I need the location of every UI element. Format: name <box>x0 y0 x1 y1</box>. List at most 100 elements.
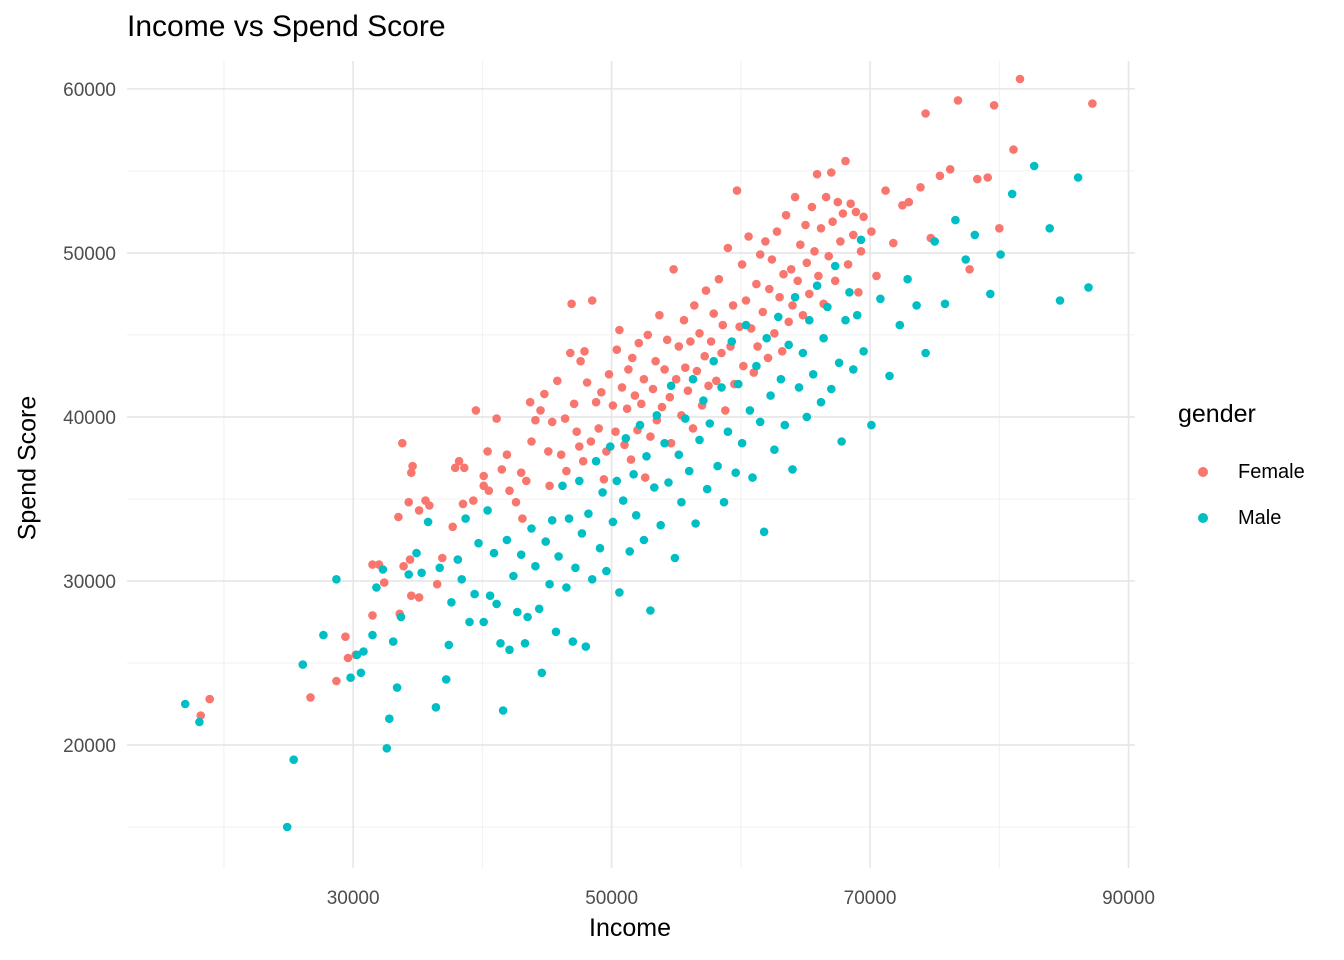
point-female <box>737 260 747 269</box>
y-axis-label: Spend Score <box>13 395 42 541</box>
point-male <box>562 583 571 592</box>
point-male <box>595 543 605 553</box>
point-female <box>196 711 205 720</box>
point-male <box>289 755 299 764</box>
point-female <box>405 555 415 564</box>
point-male <box>664 478 673 487</box>
point-female <box>989 101 999 110</box>
point-male <box>435 563 445 573</box>
point-male <box>368 630 377 640</box>
point-female <box>686 337 695 346</box>
point-female <box>704 381 713 391</box>
point-female <box>688 424 698 433</box>
point-female <box>484 486 494 496</box>
point-female <box>953 96 963 105</box>
point-female <box>1088 99 1097 108</box>
point-female <box>767 255 777 264</box>
point-female <box>849 230 858 240</box>
point-female <box>784 317 793 327</box>
point-female <box>718 320 728 330</box>
point-male <box>852 310 862 320</box>
point-female <box>615 325 624 335</box>
point-female <box>637 399 646 409</box>
point-male <box>816 397 826 407</box>
point-female <box>692 366 702 376</box>
point-male <box>951 215 960 225</box>
point-female <box>1009 145 1018 154</box>
point-male <box>404 570 414 579</box>
point-female <box>821 192 831 202</box>
point-male <box>1084 283 1093 292</box>
point-female <box>586 437 596 446</box>
point-female <box>744 232 753 241</box>
point-female <box>547 417 557 427</box>
point-male <box>498 706 508 715</box>
point-male <box>996 250 1005 259</box>
point-male <box>612 476 622 486</box>
point-female <box>812 169 822 179</box>
y-tick-label: 20000 <box>63 736 116 757</box>
point-female <box>518 514 527 523</box>
point-female <box>648 384 658 394</box>
point-male <box>823 302 832 312</box>
point-female <box>643 330 653 340</box>
point-male <box>618 496 628 505</box>
point-male <box>830 261 840 271</box>
point-male <box>441 675 451 684</box>
point-male <box>762 333 771 343</box>
point-female <box>628 353 637 363</box>
point-male <box>699 396 708 405</box>
point-male <box>591 456 601 466</box>
point-female <box>709 309 718 318</box>
point-female <box>531 415 540 425</box>
point-male <box>541 537 550 546</box>
point-female <box>450 463 460 473</box>
point-female <box>540 389 549 399</box>
point-male <box>876 294 885 304</box>
point-female <box>1015 74 1025 84</box>
point-female <box>578 456 588 466</box>
point-female <box>714 274 724 284</box>
point-female <box>469 496 478 505</box>
point-male <box>805 315 814 325</box>
point-male <box>332 575 341 584</box>
point-female <box>752 279 761 289</box>
point-male <box>867 420 876 430</box>
point-male <box>551 627 561 637</box>
point-male <box>581 642 591 651</box>
point-female <box>448 522 458 532</box>
point-female <box>483 447 492 456</box>
point-male <box>752 361 761 371</box>
point-male <box>652 411 662 420</box>
point-female <box>332 676 341 686</box>
y-tick-label: 30000 <box>63 572 116 593</box>
point-male <box>755 417 765 427</box>
point-female <box>460 463 469 473</box>
point-female <box>833 197 843 207</box>
point-female <box>781 210 791 220</box>
point-female <box>414 506 424 515</box>
point-male <box>598 488 607 497</box>
point-male <box>534 604 544 614</box>
point-male <box>453 555 463 564</box>
point-female <box>995 224 1004 233</box>
point-female <box>790 192 800 202</box>
legend-key-female <box>1198 467 1208 477</box>
point-male <box>489 548 499 558</box>
point-male <box>195 717 204 727</box>
point-male <box>180 699 190 709</box>
point-female <box>765 284 774 294</box>
point-female <box>626 455 636 464</box>
point-female <box>732 186 742 195</box>
point-male <box>527 524 536 533</box>
point-male <box>656 520 665 530</box>
point-female <box>802 258 812 268</box>
point-male <box>727 337 737 346</box>
point-male <box>474 538 483 548</box>
point-male <box>741 320 751 330</box>
point-female <box>657 402 667 412</box>
point-female <box>810 247 819 256</box>
point-female <box>569 399 579 409</box>
point-female <box>624 365 633 374</box>
point-male <box>849 365 858 374</box>
